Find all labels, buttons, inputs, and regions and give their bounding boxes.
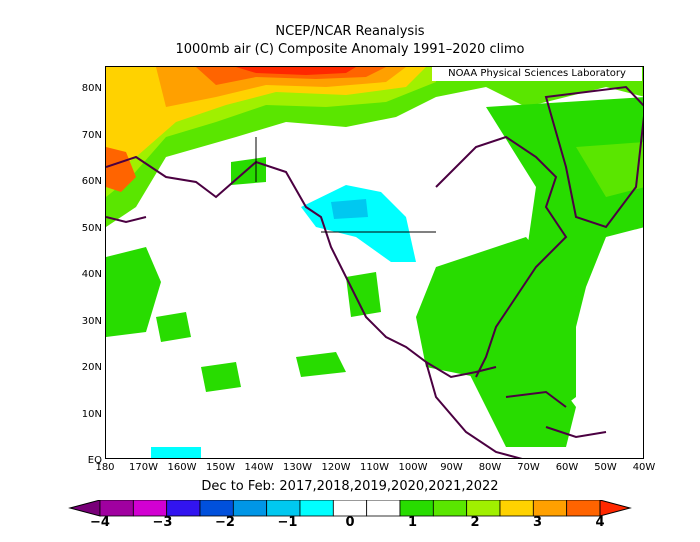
borders — [255, 137, 436, 233]
lon-label: 40W — [632, 462, 656, 473]
lat-label: 60N — [81, 176, 102, 187]
colorbar-right-arrow — [599, 500, 632, 517]
colorbar-segment — [499, 500, 534, 517]
chart-title: NCEP/NCAR Reanalysis — [275, 24, 425, 39]
lon-label: 140W — [244, 462, 274, 473]
colorbar-segment — [566, 500, 601, 517]
colorbar-segment — [332, 500, 368, 517]
colorbar-tick-label: −3 — [152, 515, 173, 530]
lon-label: 110W — [360, 462, 389, 473]
lon-label: 90W — [440, 462, 463, 473]
colorbar-segment — [132, 500, 168, 517]
colorbar-segment — [166, 500, 201, 517]
lon-label: 80W — [478, 462, 502, 473]
lon-label: 120W — [321, 462, 351, 473]
colorbar-segment — [199, 500, 234, 517]
colorbar-segment — [266, 500, 301, 517]
lat-label: EQ — [87, 455, 102, 466]
colorbar-tick-label: 4 — [595, 515, 605, 530]
coastlines — [106, 85, 643, 458]
colorbar-segment — [366, 500, 401, 517]
lon-label: 70W — [517, 462, 540, 473]
colorbar-tick-label: 2 — [470, 515, 480, 530]
lon-label: 130W — [283, 462, 312, 473]
colorbar-tick-label: 1 — [407, 515, 418, 530]
colorbar-segment — [532, 500, 568, 517]
lat-label: 20N — [81, 362, 102, 373]
colorbar — [68, 500, 632, 517]
lon-label: 180 — [95, 462, 115, 473]
anomaly-map — [105, 66, 644, 459]
lat-label: 70N — [81, 129, 102, 141]
colorbar-tick-label: 3 — [532, 515, 543, 530]
colorbar-tick-label: 0 — [345, 515, 355, 530]
colorbar-segment — [399, 500, 434, 517]
colorbar-tick-label: −2 — [215, 515, 235, 530]
colorbar-segment — [232, 500, 268, 517]
lat-label: 80N — [81, 83, 102, 94]
colorbar-left-arrow — [68, 500, 101, 517]
lat-label: 50N — [81, 222, 102, 234]
lon-label: 170W — [129, 462, 158, 473]
colorbar-tick-label: −4 — [90, 515, 110, 530]
anomaly-shading — [106, 67, 643, 458]
credit-label: NOAA Physical Sciences Laboratory — [432, 67, 642, 81]
colorbar-segment — [466, 500, 501, 517]
anomaly-map-svg — [106, 67, 643, 458]
lon-label: 50W — [594, 462, 617, 473]
colorbar-tick-label: −1 — [277, 515, 298, 530]
chart-subtitle: 1000mb air (C) Composite Anomaly 1991–20… — [175, 42, 525, 57]
lat-label: 40N — [81, 269, 102, 280]
period-label: Dec to Feb: 2017,2018,2019,2020,2021,202… — [201, 479, 499, 494]
lat-label: 10N — [81, 408, 102, 420]
lon-label: 100W — [398, 462, 428, 473]
lon-label: 60W — [555, 462, 579, 473]
lon-label: 150W — [206, 462, 235, 473]
colorbar-segment — [299, 500, 334, 517]
lat-label: 30N — [81, 315, 102, 327]
lon-label: 160W — [167, 462, 197, 473]
colorbar-segment — [99, 500, 134, 517]
colorbar-segment — [432, 500, 468, 517]
